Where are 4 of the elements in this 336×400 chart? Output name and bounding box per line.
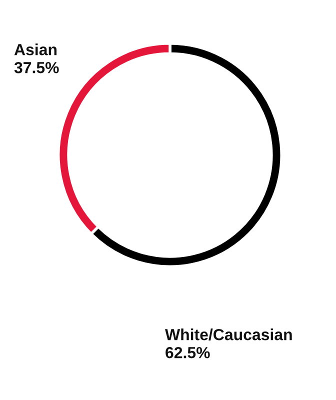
data-label: 37.5% bbox=[14, 62, 59, 74]
slice-label: Asian bbox=[14, 44, 57, 56]
slice-label: White/Caucasian bbox=[165, 328, 292, 340]
data-label: 62.5% bbox=[166, 346, 210, 358]
